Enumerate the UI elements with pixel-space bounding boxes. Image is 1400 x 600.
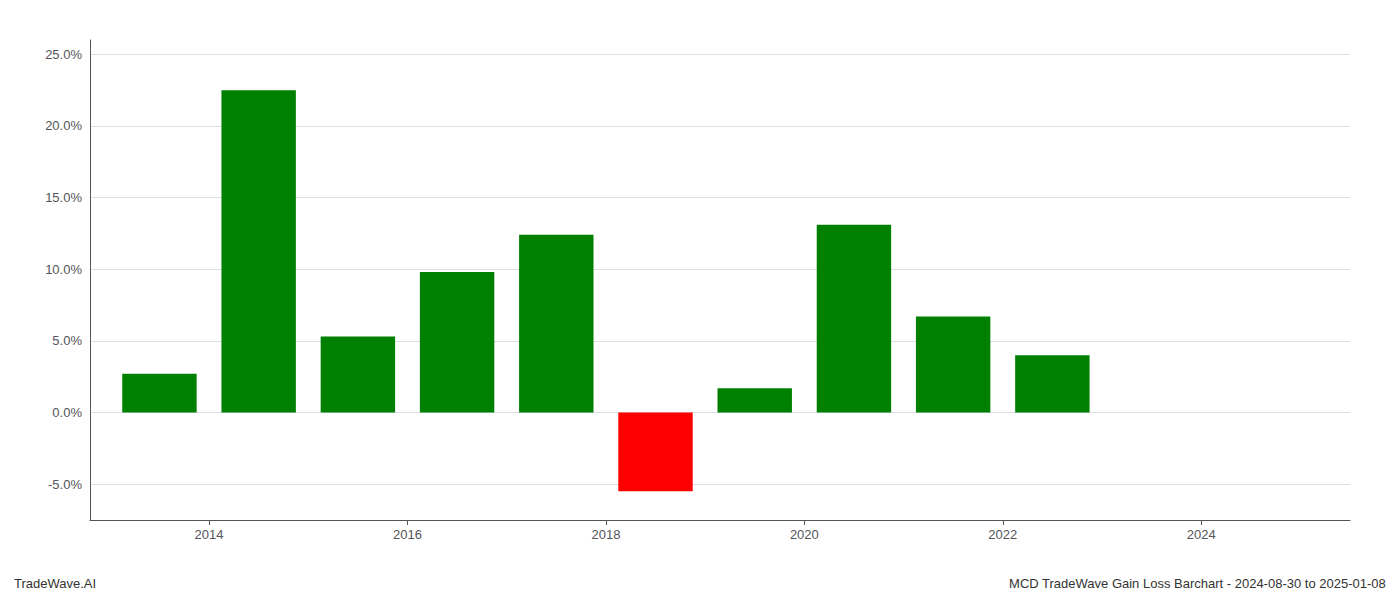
svg-text:15.0%: 15.0% (45, 190, 82, 205)
svg-text:20.0%: 20.0% (45, 118, 82, 133)
svg-text:2020: 2020 (790, 527, 819, 542)
svg-text:10.0%: 10.0% (45, 262, 82, 277)
svg-text:2016: 2016 (393, 527, 422, 542)
svg-text:2024: 2024 (1187, 527, 1216, 542)
svg-text:0.0%: 0.0% (52, 405, 82, 420)
svg-text:5.0%: 5.0% (52, 333, 82, 348)
svg-text:TradeWave.AI: TradeWave.AI (14, 576, 96, 591)
svg-text:MCD TradeWave Gain Loss Barcha: MCD TradeWave Gain Loss Barchart - 2024-… (1009, 576, 1386, 591)
svg-text:-5.0%: -5.0% (48, 477, 82, 492)
svg-text:2018: 2018 (591, 527, 620, 542)
svg-text:2022: 2022 (988, 527, 1017, 542)
svg-text:2014: 2014 (195, 527, 224, 542)
svg-text:25.0%: 25.0% (45, 47, 82, 62)
